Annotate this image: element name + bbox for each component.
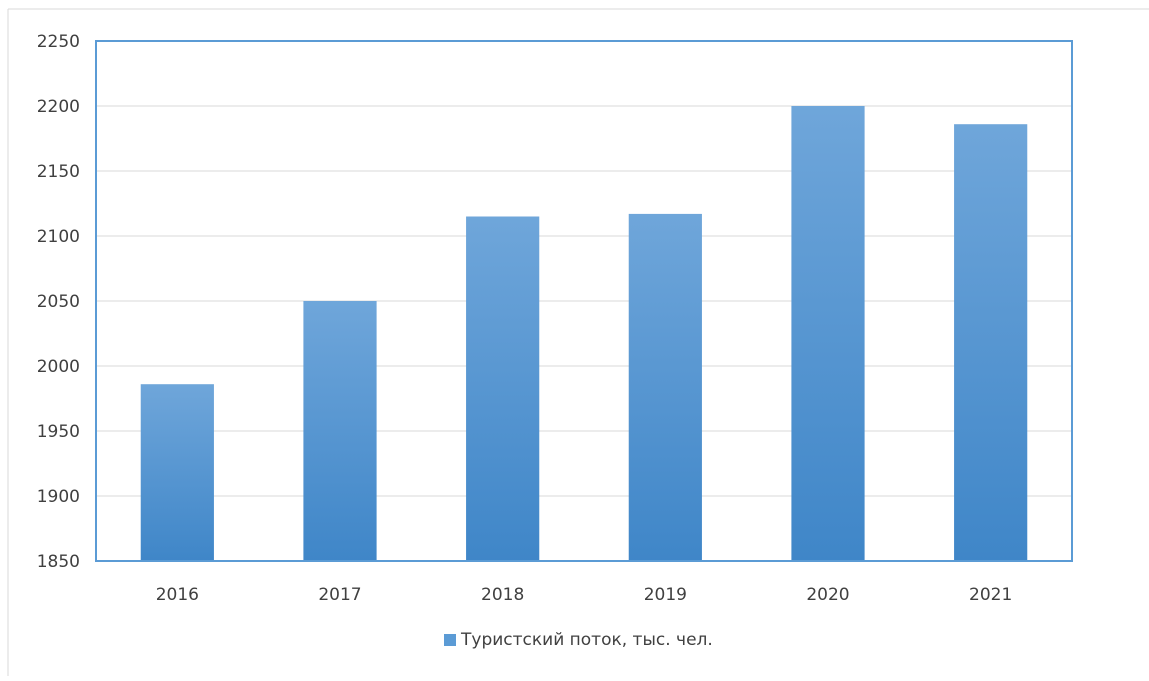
x-tick-label: 2018	[481, 585, 524, 605]
legend-swatch	[444, 634, 456, 646]
axes	[95, 40, 1073, 562]
y-tick-label: 1950	[37, 422, 80, 442]
plot-area-border	[95, 40, 1073, 562]
x-tick-label: 2016	[156, 585, 199, 605]
bar	[140, 384, 214, 561]
legend-label: Туристский поток, тыс. чел.	[460, 630, 713, 650]
gridlines	[96, 105, 1072, 497]
y-tick-label: 2200	[37, 97, 80, 117]
y-tick-label: 2050	[37, 292, 80, 312]
x-tick-label: 2020	[806, 585, 849, 605]
bar	[791, 106, 865, 561]
y-tick-label: 2250	[37, 32, 80, 52]
x-tick-label: 2019	[644, 585, 687, 605]
x-tick-labels: 2016 2017 2018 2019 2020 2021	[156, 585, 1013, 605]
y-tick-label: 1900	[37, 487, 80, 507]
bar	[954, 124, 1028, 561]
y-tick-label: 2000	[37, 357, 80, 377]
bar	[303, 301, 377, 561]
y-tick-labels: 1850 1900 1950 2000 2050 2100 2150 2200 2250	[37, 32, 80, 572]
bars	[140, 106, 1028, 561]
legend: Туристский поток, тыс. чел.	[444, 630, 713, 650]
y-tick-label: 2150	[37, 162, 80, 182]
x-tick-label: 2021	[969, 585, 1012, 605]
bar	[466, 216, 540, 561]
bar	[628, 213, 702, 561]
x-tick-label: 2017	[318, 585, 361, 605]
y-tick-label: 2100	[37, 227, 80, 247]
y-tick-label: 1850	[37, 552, 80, 572]
